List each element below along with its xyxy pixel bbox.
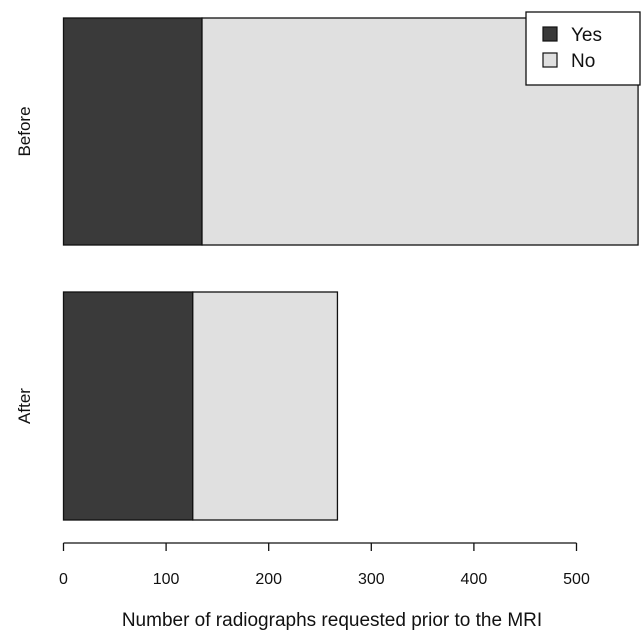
legend-swatch-no (542, 52, 558, 68)
x-tick-label: 0 (59, 571, 68, 588)
x-axis-title: Number of radiographs requested prior to… (122, 610, 542, 631)
x-tick-label: 100 (153, 571, 180, 588)
legend-swatch-yes (542, 26, 558, 42)
legend-box (525, 11, 641, 86)
legend-label-yes: Yes (571, 25, 602, 46)
category-label-after: After (15, 388, 34, 424)
x-axis: 0 100 200 300 400 500 (59, 542, 590, 588)
x-tick-label: 500 (563, 571, 590, 588)
legend-label-no: No (571, 51, 595, 72)
legend: Yes No (525, 11, 641, 86)
category-label-before: Before (15, 106, 34, 156)
bars-group (62, 17, 639, 521)
bar-after-no (192, 291, 339, 521)
x-tick-label: 400 (461, 571, 488, 588)
bar-after-yes (62, 291, 194, 521)
x-tick-label: 300 (358, 571, 385, 588)
category-labels: Before After (15, 106, 34, 424)
x-tick-label: 200 (255, 571, 282, 588)
bar-before-yes (62, 17, 203, 246)
